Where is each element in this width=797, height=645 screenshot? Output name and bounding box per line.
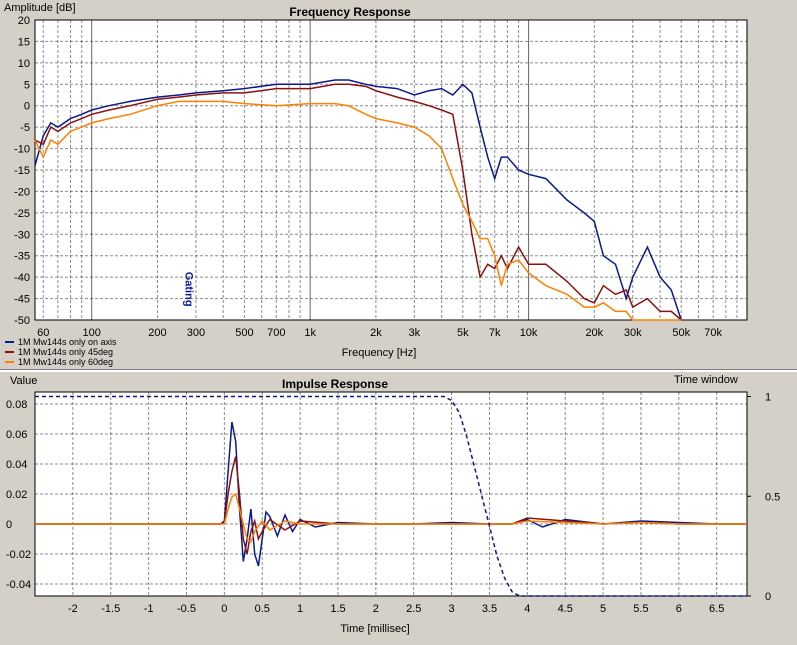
fr-y-tick-label: -45 [14, 294, 30, 306]
fr-xlabel: Frequency [Hz] [342, 347, 417, 359]
fr-y-tick-label: -30 [14, 229, 30, 241]
fr-y-tick-label: 15 [18, 36, 30, 48]
ir-x-tick-label: -0.5 [177, 603, 196, 615]
fr-x-tick-label: 700 [267, 327, 285, 339]
fr-grid [35, 19, 747, 321]
ir-y-tick-label: 0.06 [6, 429, 27, 441]
ir-x-tick-label: 3 [449, 603, 455, 615]
fr-x-tick-label: 3k [409, 327, 421, 339]
fr-x-tick-label: 2k [370, 327, 382, 339]
ir-x-tick-label: 4 [524, 603, 530, 615]
fr-x-tick-label: 70k [704, 327, 722, 339]
fr-y-tick-label: -5 [20, 122, 30, 134]
fr-series-line [34, 79, 682, 321]
ir-x-tick-label: 5 [600, 603, 606, 615]
ir-x-tick-label: 1.5 [330, 603, 345, 615]
ir-y-tick-label: 0.08 [6, 399, 27, 411]
fr-x-tick-label: 50k [672, 327, 690, 339]
fr-ylabel: Amplitude [dB] [4, 2, 76, 14]
fr-x-tick-label: 5k [457, 327, 469, 339]
fr-x-tick-label: 20k [585, 327, 603, 339]
ir-series-lines [35, 395, 747, 597]
fr-y-tick-label: -15 [14, 165, 30, 177]
ir-x-tick-label: 2 [373, 603, 379, 615]
fr-y-ticks: 20 15 10 5 0 -5 -10 -15 -20 -25 -30 -35 -40 -45 -50 [14, 15, 30, 327]
ir-x-tick-label: 0.5 [255, 603, 270, 615]
ir-x-tick-label: -2 [68, 603, 78, 615]
ir-y-tick-label: -0.04 [6, 579, 31, 591]
ir-x-tick-label: 1 [297, 603, 303, 615]
ir-x-tick-label: 6.5 [709, 603, 724, 615]
ir-xlabel: Time [millisec] [340, 623, 409, 635]
fr-y-tick-label: 0 [24, 101, 30, 113]
fr-series-lines [34, 79, 682, 321]
ir-x-tick-label: 2.5 [406, 603, 421, 615]
fr-y-tick-label: -50 [14, 315, 30, 327]
fr-x-tick-label: 7k [489, 327, 501, 339]
fr-y-tick-label: 5 [24, 79, 30, 91]
fr-x-ticks: 60 100 200 300 500 700 1k 2k 3k 5k 7k 10k 20k 30k 50k 7… [37, 327, 722, 339]
ir-y-tick-label: -0.02 [6, 549, 31, 561]
fr-x-tick-label: 60 [37, 327, 49, 339]
panel-divider [0, 369, 797, 372]
fr-legend-label: 1M Mw144s only 60deg [18, 357, 113, 367]
fr-legend-label: 1M Mw144s only on axis [18, 337, 117, 347]
ir-y2label: Time window [674, 374, 738, 386]
ir-y-tick-label: 0.04 [6, 459, 27, 471]
ir-y-tick-label: 0.02 [6, 489, 27, 501]
ir-x-tick-label: -1 [144, 603, 154, 615]
ir-x-tick-label: -1.5 [101, 603, 120, 615]
ir-x-ticks: -2 -1.5 -1 -0.5 0 0.5 1 1.5 2 2.5 3 3.5 4 4.5 5 5.5 6 6.5 [68, 603, 724, 615]
ir-y2-tick-label: 0.5 [765, 491, 780, 503]
ir-x-tick-label: 4.5 [558, 603, 573, 615]
fr-y-tick-label: -25 [14, 208, 30, 220]
ir-x-tick-label: 3.5 [482, 603, 497, 615]
fr-x-tick-label: 300 [187, 327, 205, 339]
fr-y-tick-label: 20 [18, 15, 30, 27]
fr-y-tick-label: -20 [14, 186, 30, 198]
ir-plot-area [34, 391, 748, 597]
fr-title: Frequency Response [289, 5, 411, 19]
fr-x-tick-label: 500 [235, 327, 253, 339]
fr-y-tick-label: 10 [18, 58, 30, 70]
ir-series-line [35, 492, 747, 544]
ir-y2-tick-label: 0 [765, 591, 771, 603]
fr-legend-label: 1M Mw144s only 45deg [18, 347, 113, 357]
ir-time-window-line [35, 395, 747, 597]
ir-x-tick-label: 5.5 [633, 603, 648, 615]
fr-x-tick-label: 10k [520, 327, 538, 339]
impulse-response-chart: Value Impulse Response Time window 0.080… [6, 374, 780, 635]
fr-x-tick-label: 30k [624, 327, 642, 339]
ir-ylabel: Value [10, 375, 37, 387]
ir-x-tick-label: 6 [676, 603, 682, 615]
ir-y-tick-label: 0 [6, 519, 12, 531]
fr-series-line [34, 83, 682, 321]
fr-x-tick-label: 1k [304, 327, 316, 339]
fr-y-tick-label: -10 [14, 144, 30, 156]
frequency-response-chart: Amplitude [dB] Frequency Response 20 15 10… [4, 2, 748, 367]
fr-x-tick-label: 100 [83, 327, 101, 339]
fr-plot-area [34, 19, 748, 321]
ir-y2-ticks: 10.50 [746, 392, 780, 603]
ir-y2-tick-label: 1 [765, 392, 771, 404]
fr-x-tick-label: 200 [148, 327, 166, 339]
fr-y-tick-label: -35 [14, 251, 30, 263]
ir-x-tick-label: 0 [221, 603, 227, 615]
ir-y-ticks: 0.08 0.06 0.04 0.02 0 -0.02 -0.04 [6, 399, 31, 591]
ir-title: Impulse Response [282, 377, 388, 391]
gating-annotation: Gating [182, 272, 194, 307]
fr-y-tick-label: -40 [14, 272, 30, 284]
fr-series-line [34, 100, 682, 321]
